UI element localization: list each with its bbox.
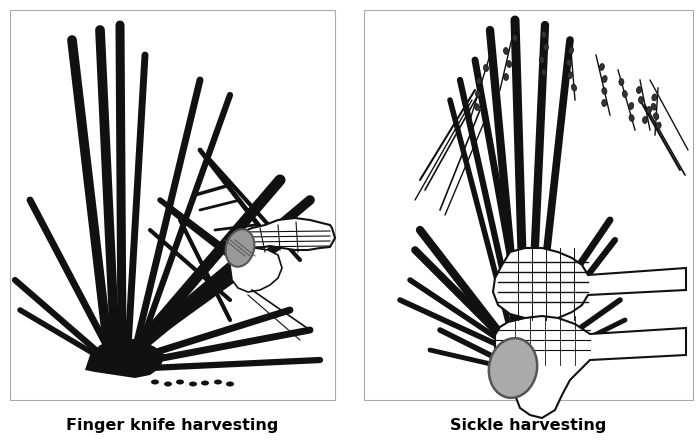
Ellipse shape xyxy=(639,87,645,93)
Ellipse shape xyxy=(570,72,575,79)
Ellipse shape xyxy=(480,64,486,71)
Ellipse shape xyxy=(503,74,508,80)
Ellipse shape xyxy=(648,116,654,123)
Ellipse shape xyxy=(507,35,512,41)
Ellipse shape xyxy=(651,113,656,120)
Polygon shape xyxy=(495,316,686,418)
Ellipse shape xyxy=(638,96,643,103)
Ellipse shape xyxy=(164,381,172,386)
Text: Sickle harvesting: Sickle harvesting xyxy=(450,417,607,432)
Ellipse shape xyxy=(541,31,547,38)
Ellipse shape xyxy=(151,380,159,385)
Ellipse shape xyxy=(656,122,662,129)
Ellipse shape xyxy=(605,99,610,107)
Ellipse shape xyxy=(643,107,648,114)
Ellipse shape xyxy=(503,48,508,55)
Polygon shape xyxy=(235,218,335,250)
Ellipse shape xyxy=(655,94,660,101)
Ellipse shape xyxy=(473,91,477,98)
Ellipse shape xyxy=(489,338,537,398)
Ellipse shape xyxy=(541,69,547,76)
Ellipse shape xyxy=(201,381,209,385)
Ellipse shape xyxy=(619,79,624,86)
Ellipse shape xyxy=(651,103,657,110)
Ellipse shape xyxy=(571,84,577,91)
Ellipse shape xyxy=(214,380,222,385)
Ellipse shape xyxy=(566,47,570,54)
Ellipse shape xyxy=(468,103,473,111)
Bar xyxy=(364,10,693,400)
Ellipse shape xyxy=(566,59,572,66)
Ellipse shape xyxy=(503,60,508,67)
Ellipse shape xyxy=(477,78,482,84)
Ellipse shape xyxy=(225,229,254,267)
Ellipse shape xyxy=(629,115,634,121)
Polygon shape xyxy=(230,248,282,292)
Ellipse shape xyxy=(226,381,234,386)
Ellipse shape xyxy=(176,380,184,385)
Ellipse shape xyxy=(538,44,542,51)
Ellipse shape xyxy=(189,381,197,386)
Text: Finger knife harvesting: Finger knife harvesting xyxy=(66,417,279,432)
Ellipse shape xyxy=(598,87,604,95)
Ellipse shape xyxy=(629,103,634,110)
Ellipse shape xyxy=(540,56,545,63)
Ellipse shape xyxy=(599,75,604,83)
Bar xyxy=(10,10,335,400)
Ellipse shape xyxy=(622,91,627,98)
Polygon shape xyxy=(85,338,165,378)
Ellipse shape xyxy=(596,63,601,71)
Polygon shape xyxy=(498,248,558,312)
Polygon shape xyxy=(493,248,686,320)
